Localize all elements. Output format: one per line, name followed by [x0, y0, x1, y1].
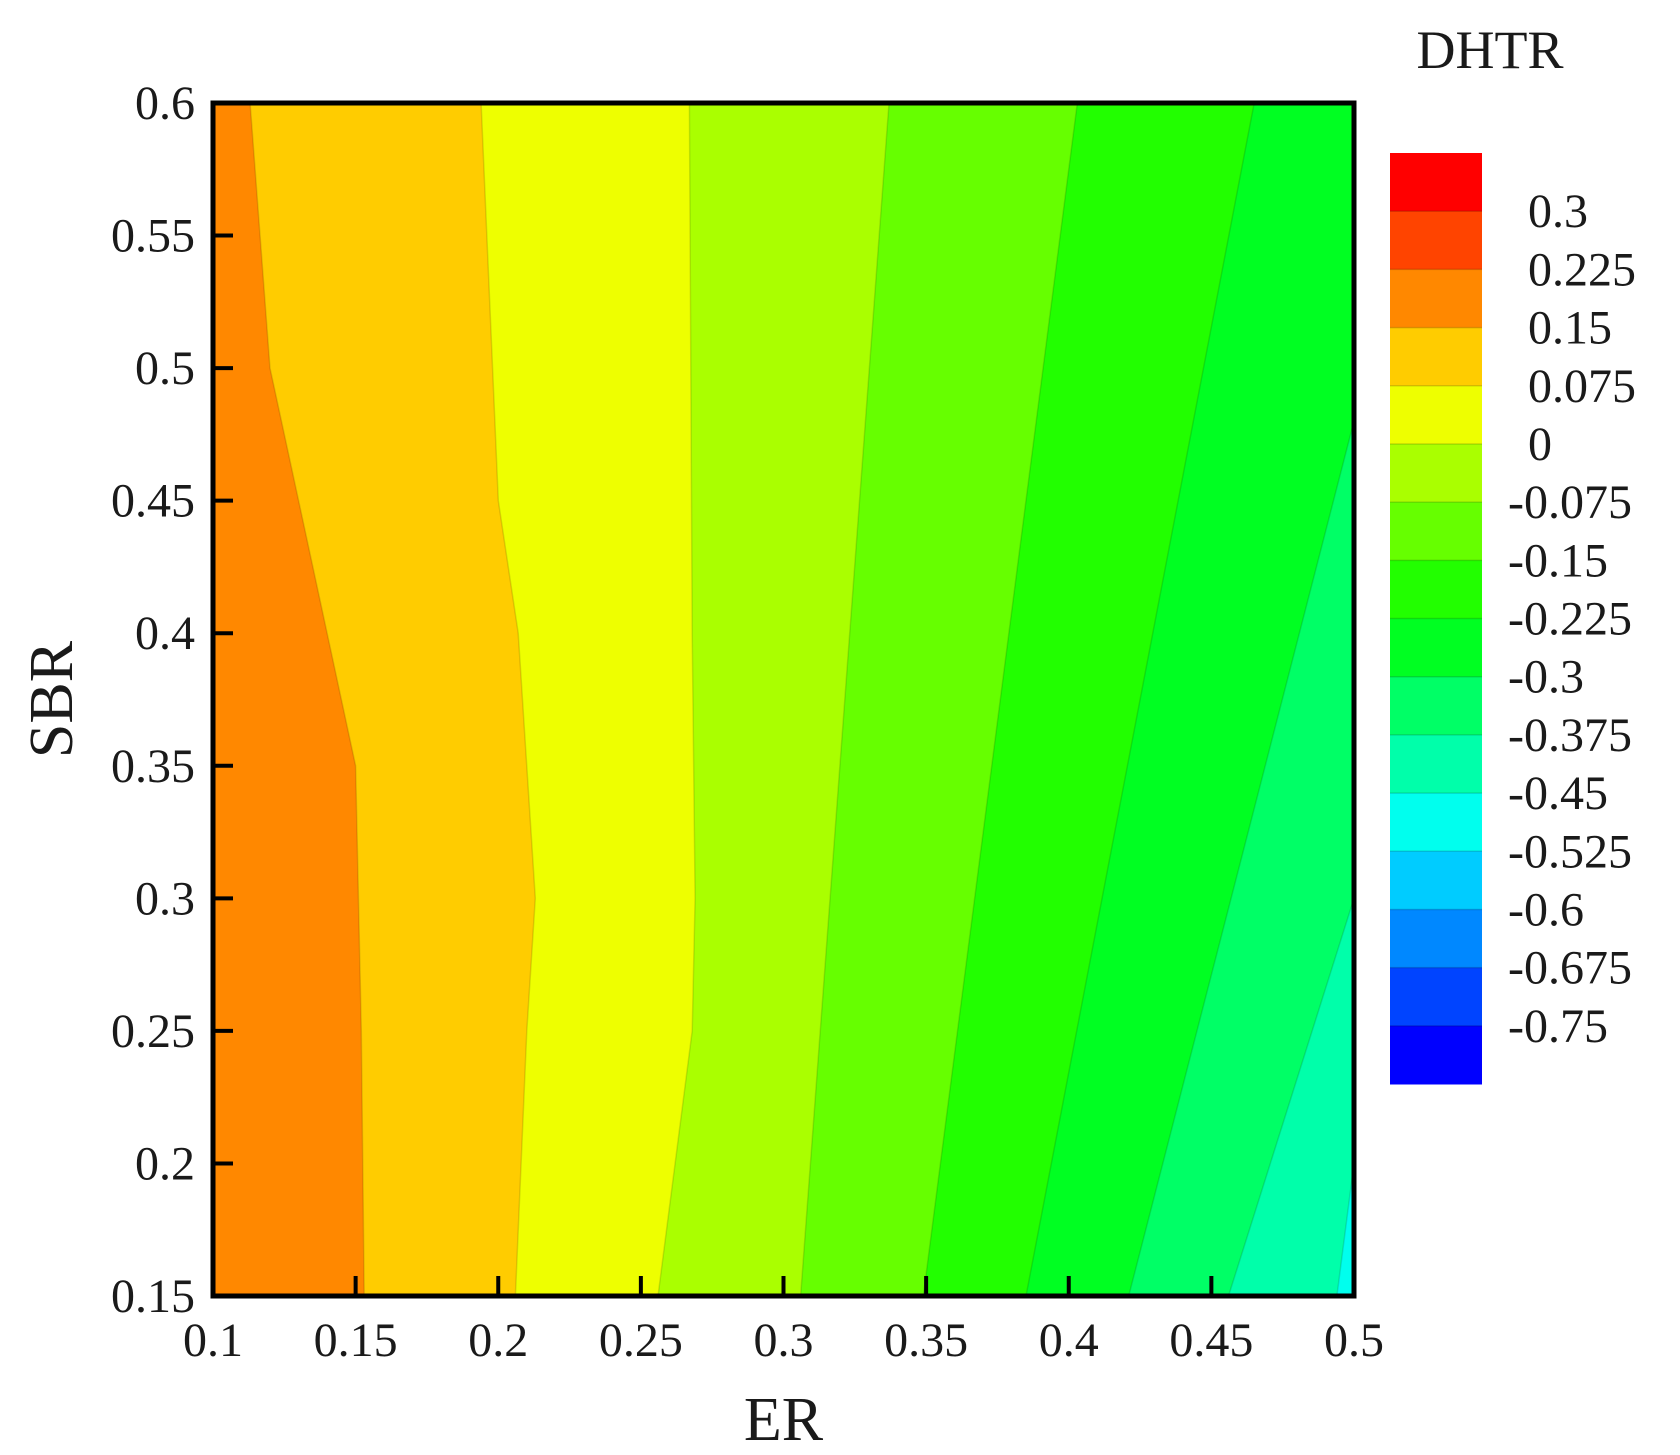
y-tick-label: 0.15: [111, 1270, 195, 1323]
y-axis-ticks: 0.15 0.2 0.25 0.3 0.35 0.4 0.45 0.5 0.55 0.6: [111, 77, 233, 1323]
legend-label: -0.075: [1508, 476, 1632, 529]
x-axis-ticks: 0.1 0.15 0.2 0.25 0.3 0.35 0.4 0.45 0.5: [183, 1276, 1384, 1367]
legend-swatch: [1390, 560, 1482, 619]
legend-labels: 0.30.2250.150.0750-0.075-0.15-0.225-0.3-…: [1508, 185, 1636, 1053]
legend-swatch: [1390, 327, 1482, 387]
x-tick-label: 0.5: [1324, 1314, 1384, 1367]
contour-line: [249, 103, 365, 1296]
x-tick-label: 0.4: [1039, 1314, 1099, 1367]
legend-label: 0.225: [1528, 243, 1636, 296]
y-tick-label: 0.25: [111, 1005, 195, 1058]
legend-swatch: [1390, 676, 1482, 736]
legend-swatch: [1390, 443, 1482, 503]
legend-swatch: [1390, 793, 1482, 852]
contour-band-1: [213, 103, 365, 1296]
legend-swatch: [1390, 734, 1482, 794]
legend-label: -0.45: [1508, 767, 1608, 820]
legend-title: DHTR: [1417, 20, 1564, 80]
legend-label: -0.375: [1508, 709, 1632, 762]
legend-label: -0.6: [1508, 883, 1584, 936]
contour-band-10: [1336, 1163, 1354, 1296]
y-tick-label: 0.55: [111, 210, 195, 263]
x-tick-label: 0.35: [884, 1314, 968, 1367]
legend-swatch: [1390, 385, 1482, 445]
x-tick-label: 0.2: [468, 1314, 528, 1367]
legend-swatch: [1390, 618, 1482, 678]
legend-swatch: [1390, 967, 1482, 1027]
x-tick-label: 0.25: [599, 1314, 683, 1367]
legend-swatches: [1390, 153, 1482, 1085]
contour-band-9: [1228, 898, 1354, 1296]
contour-line: [1127, 420, 1354, 1296]
contour-line: [1227, 898, 1354, 1296]
legend-label: 0.15: [1528, 302, 1612, 355]
legend-swatch: [1390, 1025, 1482, 1085]
y-tick-label: 0.2: [135, 1137, 195, 1190]
contour-line: [1336, 1163, 1354, 1296]
legend-label: -0.675: [1508, 942, 1632, 995]
x-tick-label: 0.1: [183, 1314, 243, 1367]
legend-swatch: [1390, 851, 1482, 910]
contour-line: [922, 103, 1079, 1296]
y-tick-label: 0.6: [135, 77, 195, 130]
plot-area: [210, 100, 1357, 1299]
x-tick-label: 0.3: [754, 1314, 814, 1367]
legend-label: 0.3: [1528, 185, 1588, 238]
contour-line: [1025, 103, 1255, 1296]
y-tick-label: 0.45: [111, 475, 195, 528]
legend-label: -0.15: [1508, 534, 1608, 587]
legend-swatch: [1390, 269, 1482, 329]
legend-swatch: [1390, 211, 1482, 270]
y-tick-label: 0.4: [135, 607, 195, 660]
legend-label: -0.225: [1508, 593, 1632, 646]
legend-label: 0.075: [1528, 360, 1636, 413]
legend-label: -0.525: [1508, 825, 1632, 878]
y-tick-label: 0.5: [135, 342, 195, 395]
legend-swatch: [1390, 502, 1482, 561]
contour-line: [799, 103, 890, 1296]
y-tick-label: 0.35: [111, 740, 195, 793]
legend-swatch: [1390, 909, 1482, 969]
contour-line: [480, 103, 537, 1296]
legend-label: -0.75: [1508, 1000, 1608, 1053]
x-tick-label: 0.15: [314, 1314, 398, 1367]
legend-label: -0.3: [1508, 651, 1584, 704]
x-tick-label: 0.45: [1169, 1314, 1253, 1367]
y-tick-label: 0.3: [135, 872, 195, 925]
contour-line: [657, 103, 696, 1296]
x-axis-title: ER: [744, 1386, 824, 1454]
y-axis-title: SBR: [18, 640, 86, 758]
legend-swatch: [1390, 153, 1482, 212]
legend-label: 0: [1528, 418, 1552, 471]
